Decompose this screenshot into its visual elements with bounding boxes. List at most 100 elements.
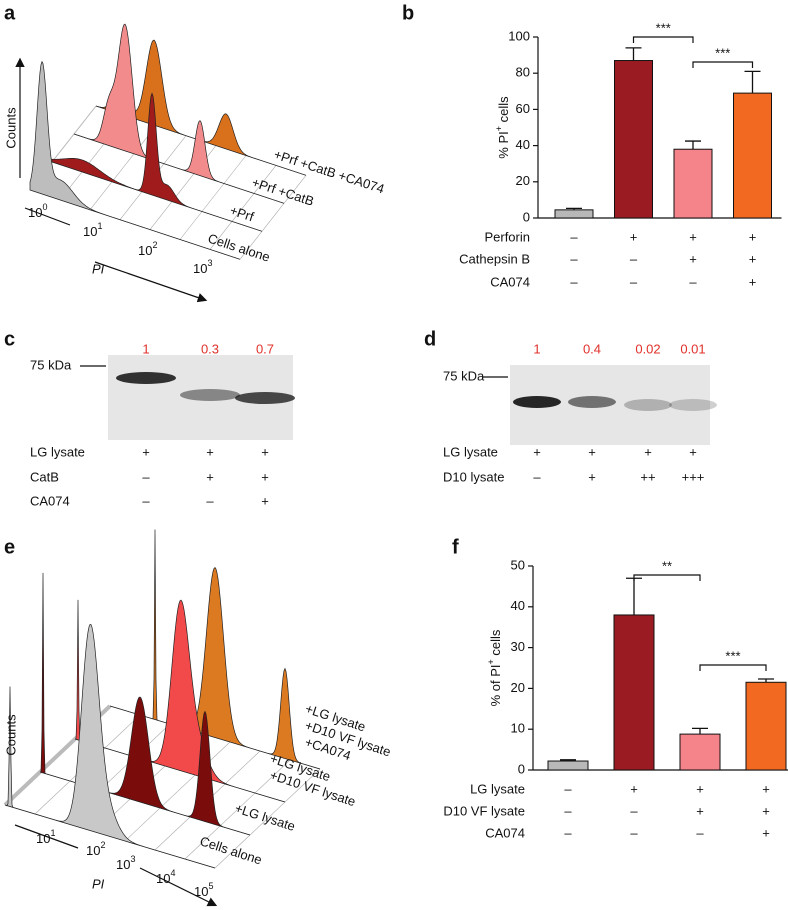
band [235,392,295,404]
x-tick-label: 101 [36,828,55,846]
y-axis-label-part: cells [488,629,503,659]
y-axis-label-part: % PI [496,131,511,158]
condition-value: – [564,781,572,796]
condition-value: + [261,493,269,508]
condition-value: – [630,825,638,840]
significance-bracket [692,61,754,68]
panel-label: f [452,536,459,558]
bar [673,148,713,219]
condition-value: + [206,469,214,484]
condition-value: – [630,274,638,289]
tick-base: 10 [83,224,97,239]
marker-label: 75 kDa [443,368,485,383]
condition-label: LG lysate [30,444,85,459]
floor-line [179,155,247,240]
significance-bracket [633,574,701,581]
condition-value: + [588,444,596,459]
condition-label: Cathepsin B [459,251,530,266]
bar [745,681,787,771]
band [513,396,561,408]
bar [614,60,653,219]
band [624,399,672,411]
x-tick-label: 100 [28,202,47,220]
tick-base: 10 [193,261,207,276]
y-axis-label-part: cells [496,96,511,126]
y-tick-label: 10 [511,721,525,736]
tick-base: 10 [28,205,42,220]
condition-value: + [762,825,770,840]
sample-label: +LG lysate [233,800,297,834]
y-tick-label: 100 [508,28,530,43]
error-bar [566,207,582,210]
condition-label: D10 VF lysate [443,803,525,818]
y-tick-label: 30 [511,639,525,654]
x-axis-line [14,824,79,849]
significance-bracket [632,36,694,43]
bar [554,209,594,219]
tick-exponent: 5 [208,881,213,891]
histogram [74,599,286,803]
tick-exponent: 2 [152,240,157,250]
condition-value: – [142,469,150,484]
floor-line [89,125,157,210]
condition-value: + [588,469,596,484]
panel-label: b [402,2,414,24]
x-axis-arrow [94,261,208,303]
condition-label: D10 lysate [443,469,504,484]
condition-value: + [762,781,770,796]
condition-value: + [206,444,214,459]
x-tick-label: 104 [156,868,175,886]
tick-exponent: 3 [207,258,212,268]
band-ratio: 1 [533,341,540,356]
condition-value: + [696,781,704,796]
condition-value: + [689,444,697,459]
histogram [51,92,263,232]
band-ratio: 0.4 [583,341,601,356]
histogram [29,60,241,260]
condition-value: – [533,469,541,484]
panel-label: c [4,328,15,350]
band-ratio: 0.01 [680,341,705,356]
histogram [73,23,285,204]
condition-value: – [570,251,578,266]
condition-value: + [261,444,269,459]
y-axis-label: Counts [3,107,18,149]
x-tick-label: 103 [193,258,212,276]
condition-value: – [570,274,578,289]
error-bar [685,140,701,150]
y-axis-label-part: % of PI [488,664,503,706]
x-tick-label: 102 [138,240,157,258]
condition-label: CA074 [485,825,525,840]
tick-exponent: 1 [50,828,55,838]
condition-value: +++ [682,469,705,484]
panel-label: a [4,2,16,24]
bar [733,92,772,219]
x-tick-label: 103 [116,854,135,872]
panel-label: e [4,536,15,558]
x-tick-label: 101 [83,221,102,239]
error-bar [560,759,576,762]
band [116,372,176,384]
x-axis-line [24,207,71,226]
tick-exponent: 0 [42,202,47,212]
condition-value: + [630,229,638,244]
y-tick-label: 20 [516,173,530,188]
histogram [4,624,216,869]
condition-value: + [644,444,652,459]
significance-label: *** [715,45,730,60]
y-axis-label-part: + [486,659,496,664]
condition-value: – [696,825,704,840]
condition-label: CA074 [30,493,70,508]
bar [547,760,589,771]
panel-label: d [424,328,436,350]
y-axis-label: % of PI+ cells [486,629,503,706]
condition-value: – [564,825,572,840]
condition-value: + [749,229,757,244]
condition-value: + [533,444,541,459]
tick-exponent: 1 [97,221,102,231]
sample-label: Cells alone [206,231,272,265]
tick-exponent: 3 [130,854,135,864]
condition-value: + [689,229,697,244]
